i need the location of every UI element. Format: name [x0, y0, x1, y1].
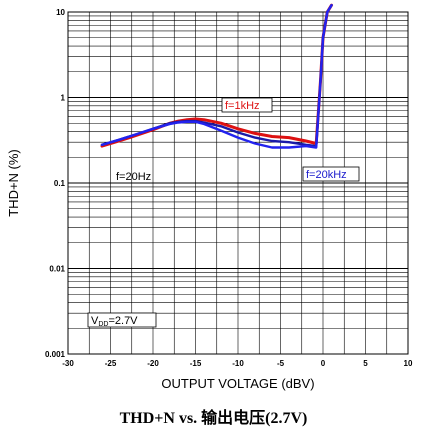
x-tick-label: -30: [62, 359, 74, 368]
plot-frame: [67, 11, 409, 355]
thd-chart: -30 -25 -20 -15 -10 -5 0 5 10 10 1 0.1 0.01 0.001 f=1…: [0, 0, 427, 400]
series-line-f-20khz: [100, 3, 333, 149]
x-axis-label: OUTPUT VOLTAGE (dBV): [161, 376, 314, 391]
x-tick-label: 5: [363, 359, 368, 368]
x-tick-label: -10: [232, 359, 244, 368]
x-tick-label: 0: [321, 359, 326, 368]
annotation-f-1khz: f=1kHz: [225, 100, 260, 112]
annotations: f=1kHz f=20Hz f=20kHz VDD=2.7V: [87, 97, 360, 328]
x-tick-label: -25: [105, 359, 117, 368]
y-tick-label: 1: [61, 94, 66, 103]
chart-caption: THD+N vs. 输出电压(2.7V): [119, 410, 308, 427]
annotation-f-1khz-box: [221, 97, 273, 113]
x-tick-label: 10: [404, 359, 413, 368]
y-axis-label: THD+N (%): [6, 149, 21, 217]
y-tick-label: 0.01: [49, 265, 65, 274]
y-tick-label: 0.001: [45, 350, 66, 359]
y-tick-label: 10: [56, 8, 65, 17]
annotation-vdd: VDD=2.7V: [91, 315, 138, 328]
x-tick-label: -20: [147, 359, 159, 368]
annotation-f-20khz: f=20kHz: [306, 169, 347, 181]
x-tick-label: -15: [190, 359, 202, 368]
annotation-f-20hz: f=20Hz: [116, 171, 151, 183]
y-tick-label: 0.1: [54, 179, 66, 188]
chart-background: [0, 0, 427, 400]
annotation-f-20khz-box: [302, 166, 360, 182]
series-lines: [100, 3, 333, 149]
x-tick-label: -5: [277, 359, 285, 368]
tick-labels: -30 -25 -20 -15 -10 -5 0 5 10 10 1 0.1 0.01 0.001: [45, 8, 413, 368]
annotation-vdd-box: [87, 312, 157, 328]
